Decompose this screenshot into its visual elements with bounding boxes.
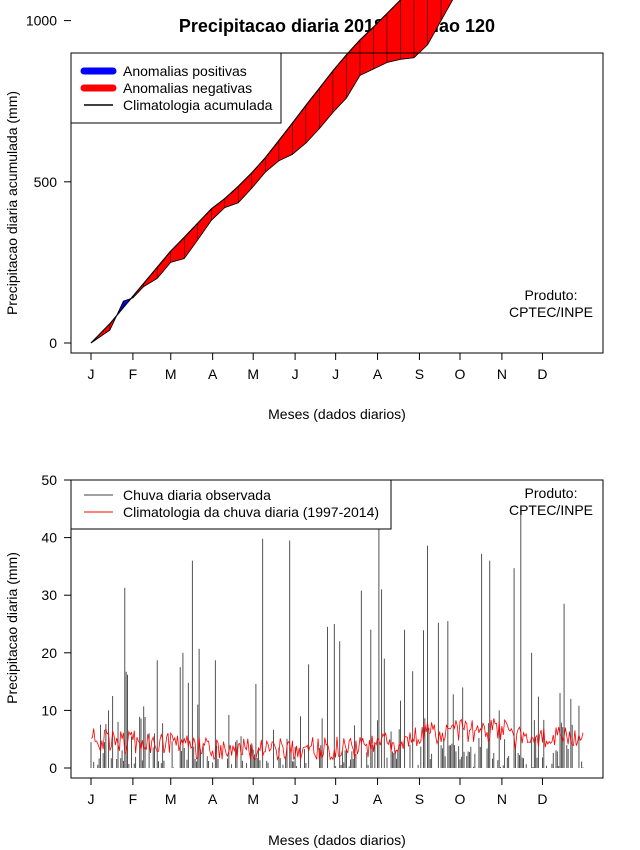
x-tick-label: S — [415, 791, 424, 807]
anomaly-fills — [90, 0, 453, 344]
figure-title: Precipitacao diaria 2018 : Regiao 120 — [179, 16, 495, 36]
cumulative-y-axis-label: Precipitacao diaria acumulada (mm) — [4, 91, 20, 315]
x-tick-label: D — [537, 366, 547, 382]
legend-label-negative: Anomalias negativas — [123, 80, 252, 96]
x-tick-label: M — [165, 366, 177, 382]
x-tick-label: J — [332, 791, 339, 807]
x-tick-label: M — [165, 791, 177, 807]
x-tick-label: N — [497, 366, 507, 382]
cumulative-credit-source: CPTEC/INPE — [509, 304, 593, 320]
observed-cumulative-line — [90, 0, 454, 344]
y-tick-label: 0 — [49, 335, 57, 351]
cumulative-legend: Anomalias positivas Anomalias negativas … — [70, 52, 282, 124]
daily-y-axis-label: Precipitacao diaria (mm) — [4, 552, 20, 704]
x-tick-label: J — [88, 366, 95, 382]
x-tick-label: S — [415, 366, 424, 382]
x-tick-label: A — [373, 366, 383, 382]
x-tick-label: N — [497, 791, 507, 807]
y-tick-label: 50 — [41, 472, 57, 488]
x-tick-label: F — [129, 791, 138, 807]
x-tick-label: D — [537, 791, 547, 807]
x-tick-label: O — [455, 366, 466, 382]
cumulative-x-axis-label: Meses (dados diarios) — [268, 406, 406, 422]
negative-anomaly-area — [400, 0, 415, 60]
daily-climatology-line — [90, 718, 584, 761]
x-tick-label: J — [88, 791, 95, 807]
negative-anomaly-area — [346, 39, 361, 99]
x-tick-label: M — [247, 366, 259, 382]
x-tick-label: J — [292, 366, 299, 382]
x-tick-label: F — [129, 366, 138, 382]
x-tick-label: A — [208, 366, 218, 382]
x-tick-label: O — [455, 791, 466, 807]
y-tick-label: 10 — [41, 702, 57, 718]
negative-anomaly-area — [413, 0, 428, 59]
y-tick-label: 40 — [41, 530, 57, 546]
daily-credit-source: CPTEC/INPE — [509, 502, 593, 518]
daily-credit-label: Produto: — [525, 485, 578, 501]
negative-anomaly-area — [292, 104, 307, 155]
y-tick-label: 500 — [34, 174, 58, 190]
negative-anomaly-area — [251, 157, 266, 189]
legend-label-climatology: Climatologia acumulada — [123, 97, 273, 113]
negative-anomaly-area — [238, 172, 253, 204]
y-tick-label: 0 — [49, 760, 57, 776]
negative-anomaly-area — [197, 208, 212, 241]
daily-legend-box — [70, 479, 392, 530]
daily-legend: Chuva diaria observada Climatologia da c… — [70, 479, 392, 530]
y-tick-label: 1000 — [26, 13, 57, 29]
legend-label-daily-climatology: Climatologia da chuva diaria (1997-2014) — [123, 504, 379, 520]
y-tick-label: 20 — [41, 645, 57, 661]
daily-x-axis-label: Meses (dados diarios) — [268, 832, 406, 848]
daily-chart: 0 10 20 30 40 50 J F M A M J J A S O N D Meses (dados di… — [4, 472, 604, 848]
x-tick-label: A — [373, 791, 383, 807]
daily-y-ticks: 0 10 20 30 40 50 — [41, 472, 71, 776]
legend-label-daily-observed: Chuva diaria observada — [123, 487, 271, 503]
x-tick-label: J — [332, 366, 339, 382]
cumulative-y-ticks: 050010001500 — [26, 13, 71, 351]
negative-anomaly-area — [184, 222, 199, 260]
cumulative-credit-label: Produto: — [525, 287, 578, 303]
x-tick-label: J — [292, 791, 299, 807]
y-tick-label: 30 — [41, 587, 57, 603]
x-tick-label: A — [208, 791, 218, 807]
daily-observed-bars — [90, 488, 584, 768]
climatology-cumulative-line — [90, 0, 402, 344]
legend-label-positive: Anomalias positivas — [123, 63, 247, 79]
x-tick-label: M — [247, 791, 259, 807]
negative-anomaly-area — [427, 0, 442, 46]
negative-anomaly-area — [265, 139, 280, 173]
